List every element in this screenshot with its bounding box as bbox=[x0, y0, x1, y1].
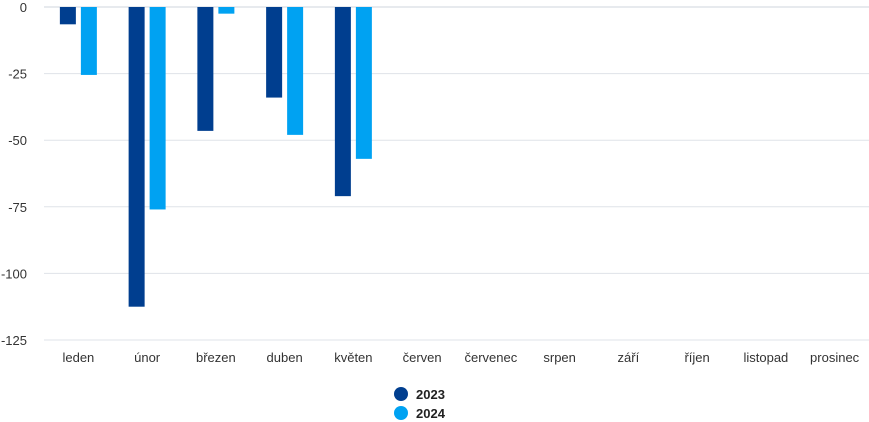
x-tick-label: leden bbox=[62, 350, 94, 365]
y-tick-label: 0 bbox=[20, 0, 27, 15]
x-tick-label: říjen bbox=[684, 350, 709, 365]
x-axis-ticks: leden únor březen duben květen červen červenec… bbox=[62, 350, 859, 365]
bars bbox=[59, 7, 372, 307]
bar-2023-květen[interactable] bbox=[334, 7, 351, 197]
bar-2024-duben[interactable] bbox=[287, 7, 304, 135]
legend-item-2024[interactable]: 2024 bbox=[394, 405, 445, 421]
y-tick-label: -125 bbox=[1, 333, 27, 348]
x-tick-label: únor bbox=[134, 350, 161, 365]
x-tick-label: prosinec bbox=[810, 350, 860, 365]
y-tick-label: -75 bbox=[8, 200, 27, 215]
x-tick-label: duben bbox=[267, 350, 303, 365]
x-tick-label: březen bbox=[196, 350, 236, 365]
y-tick-label: -50 bbox=[8, 133, 27, 148]
legend-label-2024: 2024 bbox=[416, 405, 445, 421]
bar-2024-březen[interactable] bbox=[218, 7, 235, 14]
legend-item-2023[interactable]: 2023 bbox=[394, 386, 445, 402]
legend-swatch-2024 bbox=[394, 406, 408, 420]
bar-2024-leden[interactable] bbox=[80, 7, 97, 75]
legend-label-2023: 2023 bbox=[416, 386, 445, 402]
x-tick-label: květen bbox=[334, 350, 372, 365]
bar-2024-květen[interactable] bbox=[355, 7, 372, 159]
y-tick-label: -25 bbox=[8, 67, 27, 82]
x-tick-label: červen bbox=[403, 350, 442, 365]
bar-2023-březen[interactable] bbox=[197, 7, 214, 131]
bar-2023-leden[interactable] bbox=[59, 7, 76, 25]
x-tick-label: listopad bbox=[743, 350, 788, 365]
x-tick-label: září bbox=[618, 350, 640, 365]
grid-layer bbox=[44, 6, 869, 341]
legend: 2023 2024 bbox=[394, 386, 445, 421]
bar-2023-únor[interactable] bbox=[128, 7, 145, 307]
y-tick-label: -100 bbox=[1, 266, 27, 281]
bar-2023-duben[interactable] bbox=[266, 7, 283, 98]
x-tick-label: červenec bbox=[465, 350, 518, 365]
y-axis-ticks: 0 -25 -50 -75 -100 -125 bbox=[1, 0, 27, 348]
x-tick-label: srpen bbox=[543, 350, 576, 365]
legend-swatch-2023 bbox=[394, 387, 408, 401]
bar-2024-únor[interactable] bbox=[149, 7, 166, 210]
